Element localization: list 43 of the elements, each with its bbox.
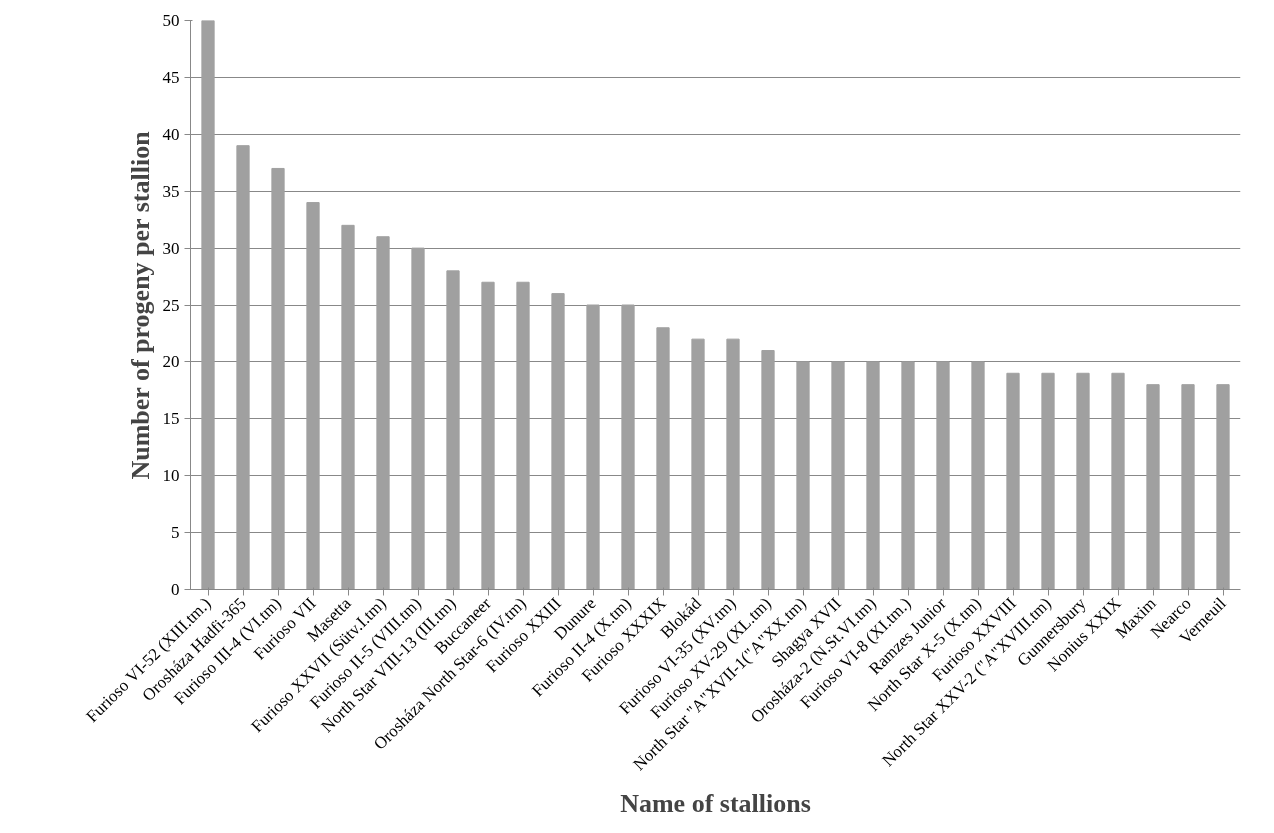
y-tick-label: 40 <box>162 124 180 144</box>
bar <box>551 293 565 590</box>
bar <box>1111 372 1125 590</box>
bar <box>1216 384 1230 590</box>
bar <box>201 20 215 590</box>
bar <box>271 167 285 590</box>
bar <box>341 224 355 590</box>
y-tick-label: 10 <box>162 466 180 486</box>
bar <box>306 202 320 590</box>
bar <box>656 327 670 590</box>
y-tick-label: 20 <box>162 352 180 372</box>
y-tick-label: 5 <box>171 523 180 543</box>
y-tick-label: 0 <box>171 580 180 599</box>
bar <box>481 281 495 590</box>
bar <box>411 247 425 590</box>
bar <box>1041 372 1055 590</box>
bar <box>936 361 950 590</box>
bar <box>901 361 915 590</box>
bar <box>726 338 740 590</box>
bar <box>796 361 810 590</box>
y-tick-label: 15 <box>162 409 180 429</box>
bar <box>621 304 635 590</box>
y-tick-label: 30 <box>162 238 180 258</box>
bar <box>1076 372 1090 590</box>
bar <box>971 361 985 590</box>
bar <box>1181 384 1195 590</box>
bar <box>691 338 705 590</box>
bar <box>236 145 250 590</box>
bar <box>831 361 845 590</box>
bar <box>1006 372 1020 590</box>
bar <box>446 270 460 590</box>
bar <box>586 304 600 590</box>
bar <box>761 350 775 590</box>
y-tick-label: 45 <box>162 67 180 87</box>
x-axis-title: Name of stallions <box>620 788 811 818</box>
bar <box>516 281 530 590</box>
y-tick-label: 25 <box>162 295 180 315</box>
bar <box>866 361 880 590</box>
bar <box>1146 384 1160 590</box>
y-tick-label: 50 <box>162 11 180 30</box>
bar <box>376 236 390 590</box>
y-tick-label: 35 <box>162 181 180 201</box>
y-axis-title: Number of progeny per stallion <box>125 130 155 480</box>
